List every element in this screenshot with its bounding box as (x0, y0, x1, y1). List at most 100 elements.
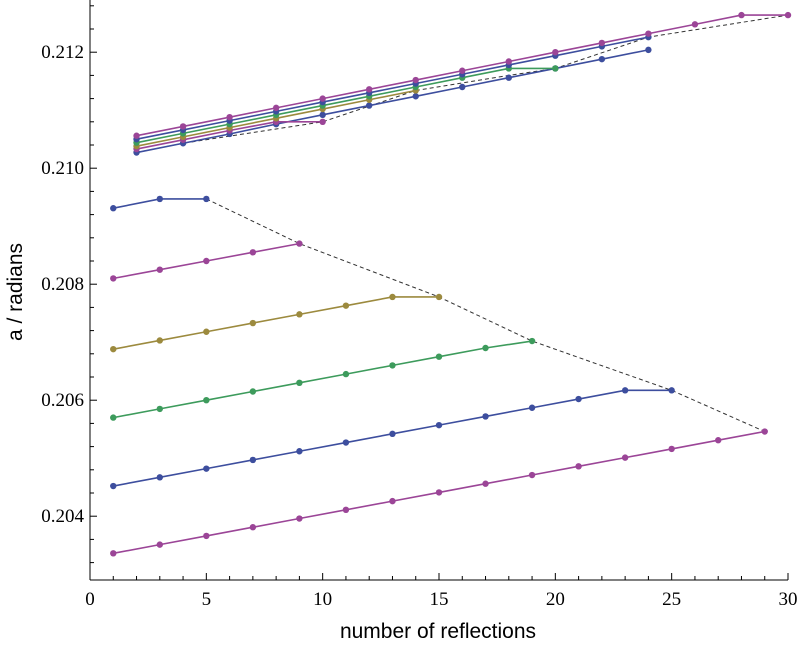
data-point (482, 344, 489, 352)
x-tick-label: 30 (779, 589, 798, 610)
series-line-upper-1 (136, 49, 649, 154)
x-tick-label: 20 (546, 589, 565, 610)
data-point (575, 463, 582, 470)
lower-envelope (206, 198, 765, 432)
data-point (389, 430, 396, 438)
data-point (110, 550, 117, 557)
data-point (482, 480, 489, 487)
data-point (412, 76, 419, 84)
data-point (435, 353, 443, 360)
data-point (342, 302, 350, 309)
data-point (366, 86, 373, 93)
data-point (389, 497, 396, 505)
y-tick-label: 0.206 (41, 390, 84, 411)
data-point (621, 454, 629, 461)
data-point (784, 11, 792, 19)
data-point (156, 541, 163, 548)
data-point (203, 397, 210, 404)
data-point (505, 74, 512, 81)
series-upper-3 (133, 87, 419, 150)
data-point (598, 39, 606, 47)
envelope-lines (136, 14, 789, 432)
data-point (319, 118, 326, 126)
data-point (110, 345, 117, 353)
data-point (156, 195, 163, 203)
series-lower-4 (110, 337, 536, 421)
data-point (389, 362, 396, 369)
y-tick-label: 0.210 (41, 158, 84, 179)
x-tick-label: 15 (430, 589, 449, 610)
x-axis-title: number of reflections (340, 620, 536, 643)
upper-envelope (136, 14, 789, 154)
x-tick-label: 0 (85, 589, 95, 610)
data-point (645, 46, 652, 54)
data-point (110, 482, 117, 490)
series-line-lower-5 (113, 389, 672, 487)
data-point (645, 30, 652, 37)
series-line-lower-4 (113, 340, 533, 419)
data-point (505, 58, 512, 65)
series-lower-3 (110, 293, 443, 353)
data-point (296, 311, 303, 318)
data-point (203, 195, 210, 203)
series-upper-5 (133, 33, 652, 143)
data-point (319, 95, 326, 102)
series-lower-5 (110, 387, 675, 490)
y-tick-label: 0.204 (41, 506, 84, 527)
x-tick-label: 25 (662, 589, 681, 610)
y-axis-title: a / radians (4, 243, 27, 341)
data-point (203, 465, 210, 472)
data-point (296, 448, 303, 455)
data-point (668, 445, 675, 453)
data-point (389, 293, 396, 301)
data-point (272, 104, 280, 112)
data-point (621, 387, 629, 394)
data-point (575, 395, 582, 403)
data-point (203, 328, 210, 335)
data-point (319, 111, 326, 119)
data-point (156, 474, 163, 481)
data-point (552, 49, 559, 56)
data-point (528, 337, 536, 345)
data-point (435, 421, 443, 429)
data-point (133, 132, 140, 139)
data-point (110, 205, 117, 212)
series-line-lower-3 (113, 296, 439, 350)
series-line-upper-4 (136, 67, 556, 144)
data-point (482, 413, 489, 420)
series-lower-2 (110, 240, 303, 282)
data-point (528, 404, 536, 411)
data-point (296, 379, 303, 386)
y-tick-label: 0.212 (41, 42, 84, 63)
data-point (156, 405, 163, 413)
data-point (459, 83, 466, 91)
data-point (226, 113, 233, 121)
data-point (691, 21, 699, 28)
series-lower-6 (110, 428, 768, 557)
data-point (738, 11, 745, 19)
data-point (435, 489, 443, 496)
data-point (249, 456, 257, 464)
axes: 0 5 10 15 20 25 30 0.204 0.206 0.208 0.210 0.212 (41, 0, 798, 610)
data-point (668, 387, 675, 394)
data-point (249, 319, 257, 327)
data-point (156, 266, 163, 273)
data-point (435, 293, 443, 301)
data-point (715, 437, 722, 444)
x-tick-label: 5 (202, 589, 212, 610)
data-point (366, 102, 373, 109)
data-point (156, 337, 163, 344)
data-point (203, 532, 210, 540)
data-point (459, 67, 466, 74)
data-point (179, 123, 187, 130)
data-point (249, 249, 257, 256)
data-point (203, 257, 210, 265)
data-point (598, 55, 606, 63)
data-point (249, 388, 257, 395)
data-point (342, 506, 350, 514)
x-tick-label: 10 (313, 589, 332, 610)
y-tick-label: 0.208 (41, 274, 84, 295)
data-point (342, 439, 350, 446)
data-point (761, 428, 768, 435)
